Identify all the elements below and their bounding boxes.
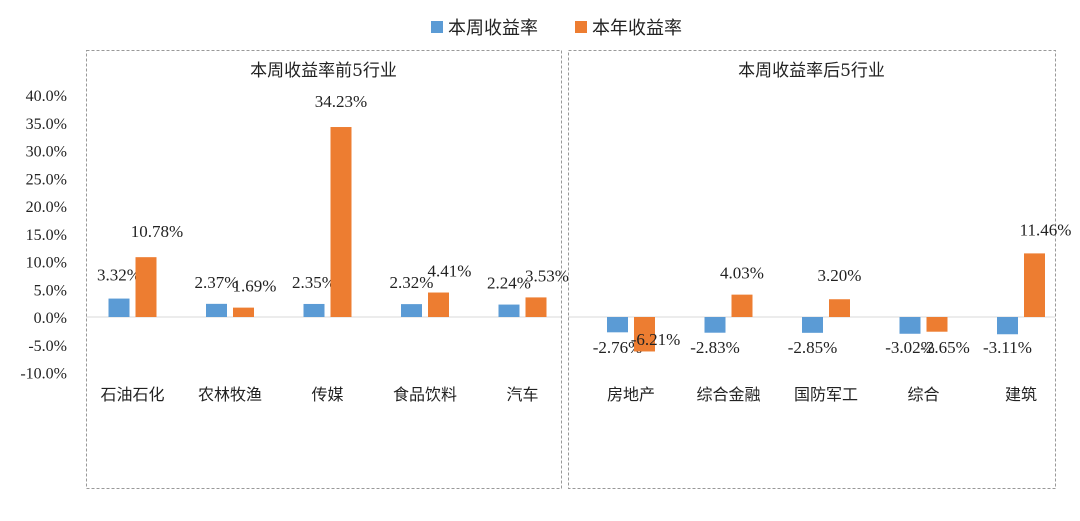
category-label: 汽车 <box>506 385 538 404</box>
bar-weekly <box>108 298 130 317</box>
bar-yearly <box>829 299 850 317</box>
data-label: -6.21% <box>631 330 681 349</box>
category-label: 食品饮料 <box>393 385 457 404</box>
data-label: 2.37% <box>195 273 239 292</box>
y-tick-label: 0.0% <box>34 310 67 327</box>
data-label: 10.78% <box>131 222 183 241</box>
data-label: 3.20% <box>818 266 862 285</box>
data-label: 2.32% <box>390 273 434 292</box>
bar-yearly <box>525 297 547 317</box>
category-label: 石油石化 <box>100 385 164 404</box>
panel-border <box>568 50 1056 489</box>
y-tick-label: 25.0% <box>26 171 67 188</box>
category-label: 传媒 <box>311 385 343 404</box>
y-tick-label: 30.0% <box>26 144 67 161</box>
bar-yearly <box>926 317 948 332</box>
y-tick-label: -10.0% <box>20 366 67 383</box>
data-label: 4.03% <box>720 264 764 283</box>
data-label: 2.24% <box>487 274 531 293</box>
legend-swatch-weekly <box>431 21 443 33</box>
category-label: 综合金融 <box>696 385 760 404</box>
data-label: 2.35% <box>292 273 336 292</box>
category-label: 房地产 <box>607 385 655 404</box>
bar-weekly <box>303 303 325 317</box>
data-label: -2.65% <box>920 338 970 357</box>
panel-title: 本周收益率前5行业 <box>250 61 397 81</box>
data-label: 1.69% <box>233 277 277 296</box>
bar-weekly <box>498 304 520 317</box>
bar-weekly <box>401 304 422 317</box>
data-label: -2.76% <box>593 338 643 357</box>
y-tick-label: 15.0% <box>26 227 67 244</box>
y-tick-label: 5.0% <box>34 282 67 299</box>
bar-yearly <box>634 317 655 352</box>
bar-weekly <box>802 317 823 333</box>
bar-weekly <box>899 317 921 334</box>
bar-yearly <box>731 294 753 317</box>
y-tick-label: -5.0% <box>28 338 67 355</box>
data-label: 11.46% <box>1020 220 1072 239</box>
category-label: 建筑 <box>1005 385 1037 404</box>
y-tick-label: 35.0% <box>26 116 67 133</box>
bar-weekly <box>704 317 726 333</box>
bar-yearly <box>233 307 254 317</box>
category-label: 综合 <box>907 385 939 404</box>
data-label: 3.53% <box>525 266 569 285</box>
data-label: 34.23% <box>315 92 367 111</box>
legend-label-weekly: 本周收益率 <box>448 18 538 39</box>
y-tick-label: 40.0% <box>26 88 67 105</box>
bar-yearly <box>1024 253 1045 317</box>
bar-yearly <box>428 292 449 317</box>
category-label: 国防军工 <box>794 385 858 404</box>
data-label: -2.85% <box>788 338 838 357</box>
data-label: 4.41% <box>428 262 472 281</box>
panel-title: 本周收益率后5行业 <box>738 61 885 81</box>
bar-weekly <box>206 303 227 317</box>
data-label: -3.02% <box>885 338 935 357</box>
data-label: -3.11% <box>983 338 1032 357</box>
bar-yearly <box>135 257 157 317</box>
data-label: 3.32% <box>97 266 141 285</box>
y-tick-label: 10.0% <box>26 255 67 272</box>
y-tick-label: 20.0% <box>26 199 67 216</box>
bar-weekly <box>997 317 1018 335</box>
bar-yearly <box>330 127 352 317</box>
bar-weekly <box>607 317 628 333</box>
category-label: 农林牧渔 <box>198 385 262 404</box>
legend-label-yearly: 本年收益率 <box>592 18 682 39</box>
panel-border <box>86 50 562 489</box>
data-label: -2.83% <box>690 338 740 357</box>
legend-swatch-yearly <box>575 21 587 33</box>
